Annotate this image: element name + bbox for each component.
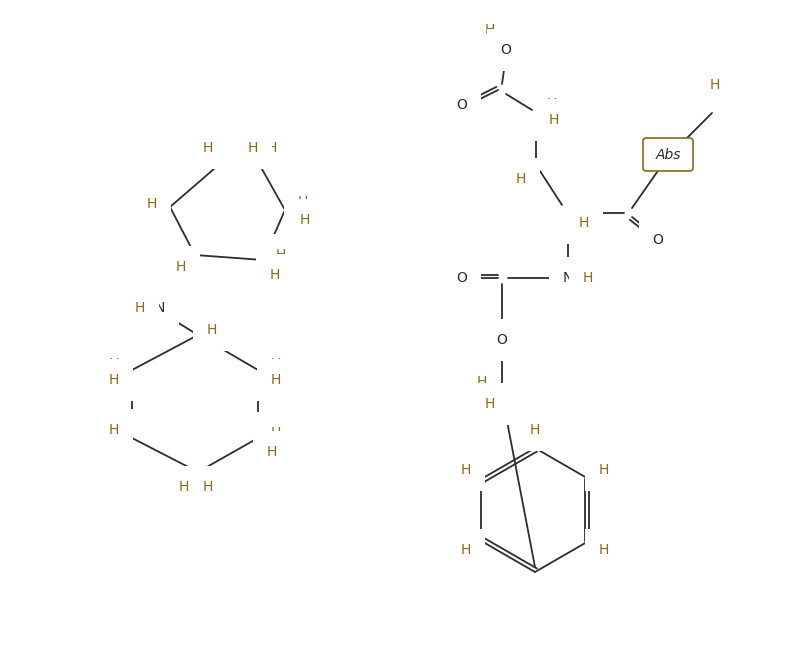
Text: H: H — [109, 373, 119, 387]
Text: H: H — [583, 271, 593, 285]
Text: H: H — [720, 78, 730, 92]
Text: H: H — [298, 195, 308, 209]
Text: H: H — [516, 172, 526, 186]
Text: N: N — [563, 271, 573, 285]
Text: H: H — [599, 543, 610, 557]
Text: H: H — [248, 141, 258, 155]
Text: H: H — [267, 141, 277, 155]
Text: H: H — [547, 97, 557, 111]
Text: O: O — [457, 271, 468, 285]
Text: H: H — [477, 375, 488, 389]
Text: H: H — [147, 197, 157, 211]
Text: H: H — [235, 141, 245, 155]
Text: H: H — [109, 439, 119, 453]
Text: H: H — [175, 260, 186, 274]
Text: H: H — [485, 397, 495, 411]
Text: O: O — [653, 233, 664, 247]
Text: O: O — [500, 43, 511, 57]
Text: H: H — [109, 423, 119, 437]
Text: H: H — [270, 268, 280, 282]
Text: H: H — [300, 213, 310, 227]
Text: H: H — [267, 445, 277, 459]
Text: H: H — [202, 141, 213, 155]
Text: H: H — [733, 93, 743, 107]
Text: H: H — [461, 463, 471, 477]
Text: H: H — [109, 357, 119, 371]
Text: N: N — [155, 301, 165, 315]
Text: H: H — [271, 426, 281, 440]
Text: H: H — [461, 543, 471, 557]
Text: H: H — [511, 158, 521, 172]
Text: H: H — [179, 480, 189, 494]
Text: H: H — [530, 423, 540, 437]
Text: O: O — [457, 98, 468, 112]
Text: H: H — [271, 357, 281, 371]
Text: H: H — [579, 216, 589, 230]
Text: H: H — [599, 463, 610, 477]
Text: O: O — [496, 333, 507, 347]
Text: H: H — [485, 23, 495, 37]
Text: H: H — [206, 323, 218, 337]
Text: H: H — [710, 78, 720, 92]
Text: H: H — [135, 301, 145, 315]
Text: H: H — [276, 248, 286, 262]
FancyBboxPatch shape — [643, 138, 693, 171]
Text: Abs: Abs — [655, 148, 680, 162]
Text: H: H — [202, 480, 213, 494]
Text: H: H — [271, 373, 281, 387]
Text: H: H — [549, 113, 559, 127]
